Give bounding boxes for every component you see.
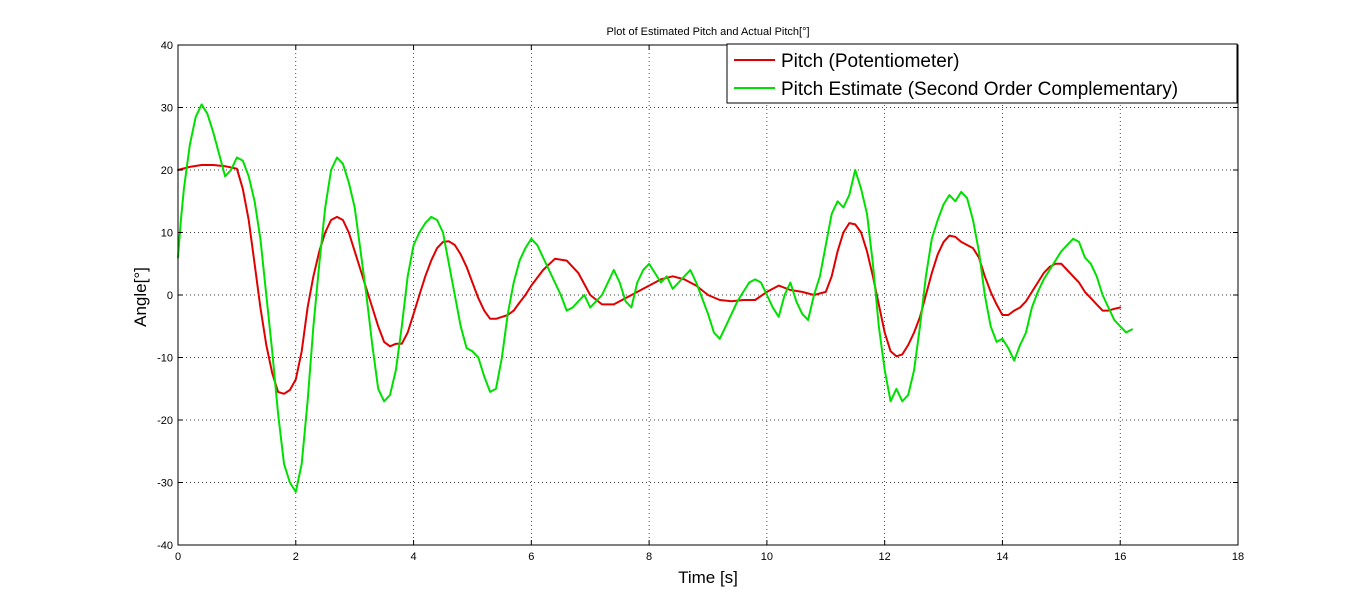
x-tick-label: 8 (646, 551, 652, 563)
x-tick-label: 10 (761, 551, 773, 563)
x-tick-label: 4 (410, 551, 416, 563)
y-tick-label: -20 (157, 415, 173, 427)
x-tick-label: 2 (293, 551, 299, 563)
series-line-pitch-potentiometer (177, 164, 1122, 395)
grid-lines (178, 45, 1238, 545)
y-tick-label: -30 (157, 478, 173, 490)
legend: Pitch (Potentiometer) Pitch Estimate (Sec… (726, 43, 1238, 104)
y-tick-label: 30 (161, 103, 173, 115)
x-tick-label: 12 (879, 551, 891, 563)
y-axis-label: Angle[°] (131, 267, 150, 327)
x-tick-label: 14 (996, 551, 1008, 563)
x-tick-label: 6 (528, 551, 534, 563)
y-tick-label: -40 (157, 540, 173, 552)
series-line-pitch-estimate (177, 103, 1133, 493)
x-tick-label: 0 (175, 551, 181, 563)
y-tick-label: 0 (167, 290, 173, 302)
y-tick-label: 10 (161, 228, 173, 240)
y-tick-label: 40 (161, 40, 173, 52)
y-tick-label: -10 (157, 353, 173, 365)
legend-box (726, 43, 1238, 104)
x-tick-label: 18 (1232, 551, 1244, 563)
series-layer (177, 103, 1133, 493)
x-tick-label: 16 (1114, 551, 1126, 563)
axis-ticks: 0 2 4 6 8 10 12 14 16 18 -40 -30 -20 -10 0 10 20 30 40 (157, 40, 1244, 563)
x-axis-label: Time [s] (678, 568, 738, 587)
legend-label: Pitch (Potentiometer) (781, 51, 959, 72)
legend-label: Pitch Estimate (Second Order Complementa… (781, 79, 1178, 100)
y-tick-label: 20 (161, 165, 173, 177)
chart-title: Plot of Estimated Pitch and Actual Pitch… (606, 26, 809, 38)
